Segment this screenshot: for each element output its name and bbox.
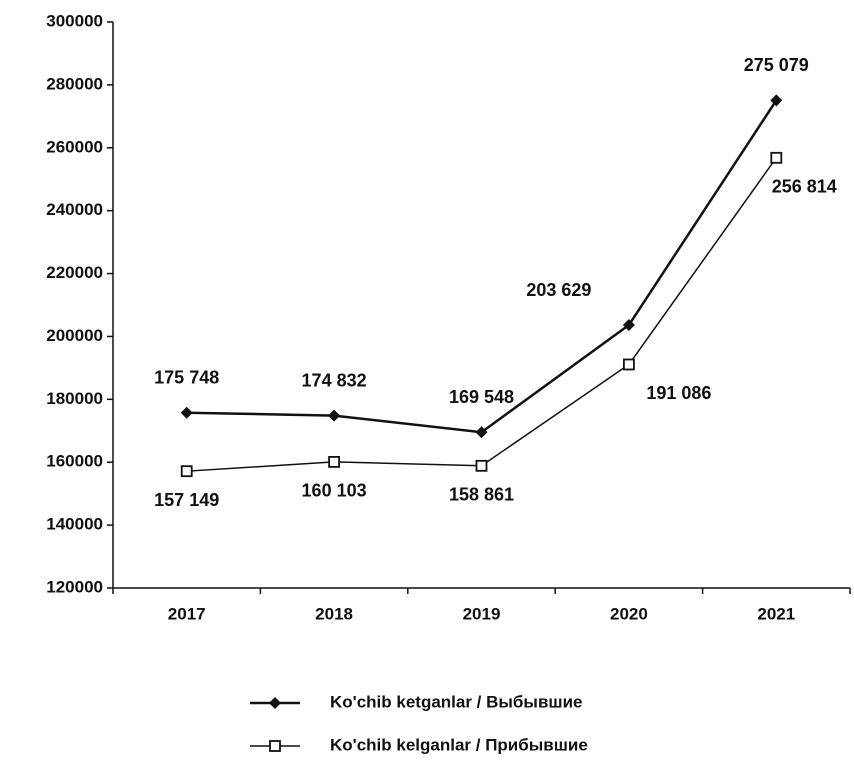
point — [475, 459, 488, 472]
x-tick-label: 2017 — [168, 604, 206, 623]
value-label: 275 079 — [744, 55, 809, 75]
value-label: 191 086 — [646, 383, 711, 403]
y-tick-label: 280000 — [46, 74, 103, 93]
x-tick-label: 2019 — [463, 604, 501, 623]
value-label: 175 748 — [154, 367, 219, 387]
x-tick-label: 2020 — [610, 604, 648, 623]
legend-label: Ko'chib kelganlar / Прибывшие — [330, 735, 588, 754]
x-tick-label: 2021 — [757, 604, 795, 623]
legend-label: Ko'chib ketganlar / Выбывшие — [330, 692, 582, 711]
value-label: 158 861 — [449, 485, 514, 505]
value-label: 157 149 — [154, 490, 219, 510]
point — [770, 151, 783, 164]
point — [770, 94, 783, 107]
point — [475, 426, 488, 439]
legend-marker — [269, 697, 281, 709]
y-tick-label: 140000 — [46, 515, 103, 534]
point — [328, 455, 341, 468]
point — [623, 358, 635, 371]
value-label: 174 832 — [302, 370, 367, 390]
y-tick-label: 260000 — [46, 137, 103, 156]
y-tick-label: 300000 — [46, 11, 103, 30]
value-label: 203 629 — [526, 280, 591, 300]
y-tick-label: 240000 — [46, 200, 103, 219]
y-tick-label: 160000 — [46, 452, 103, 471]
point — [622, 319, 635, 332]
value-label: 169 548 — [449, 387, 514, 407]
y-tick-label: 180000 — [46, 389, 103, 408]
point — [180, 406, 193, 419]
value-label: 256 814 — [772, 177, 837, 197]
y-tick-label: 220000 — [46, 263, 103, 282]
y-tick-label: 120000 — [46, 577, 103, 596]
value-label: 160 103 — [302, 481, 367, 501]
legend-marker — [269, 740, 281, 752]
x-tick-label: 2018 — [315, 604, 353, 623]
point — [328, 409, 341, 422]
y-tick-label: 200000 — [46, 326, 103, 345]
point — [180, 465, 193, 478]
series-line — [186, 157, 777, 472]
